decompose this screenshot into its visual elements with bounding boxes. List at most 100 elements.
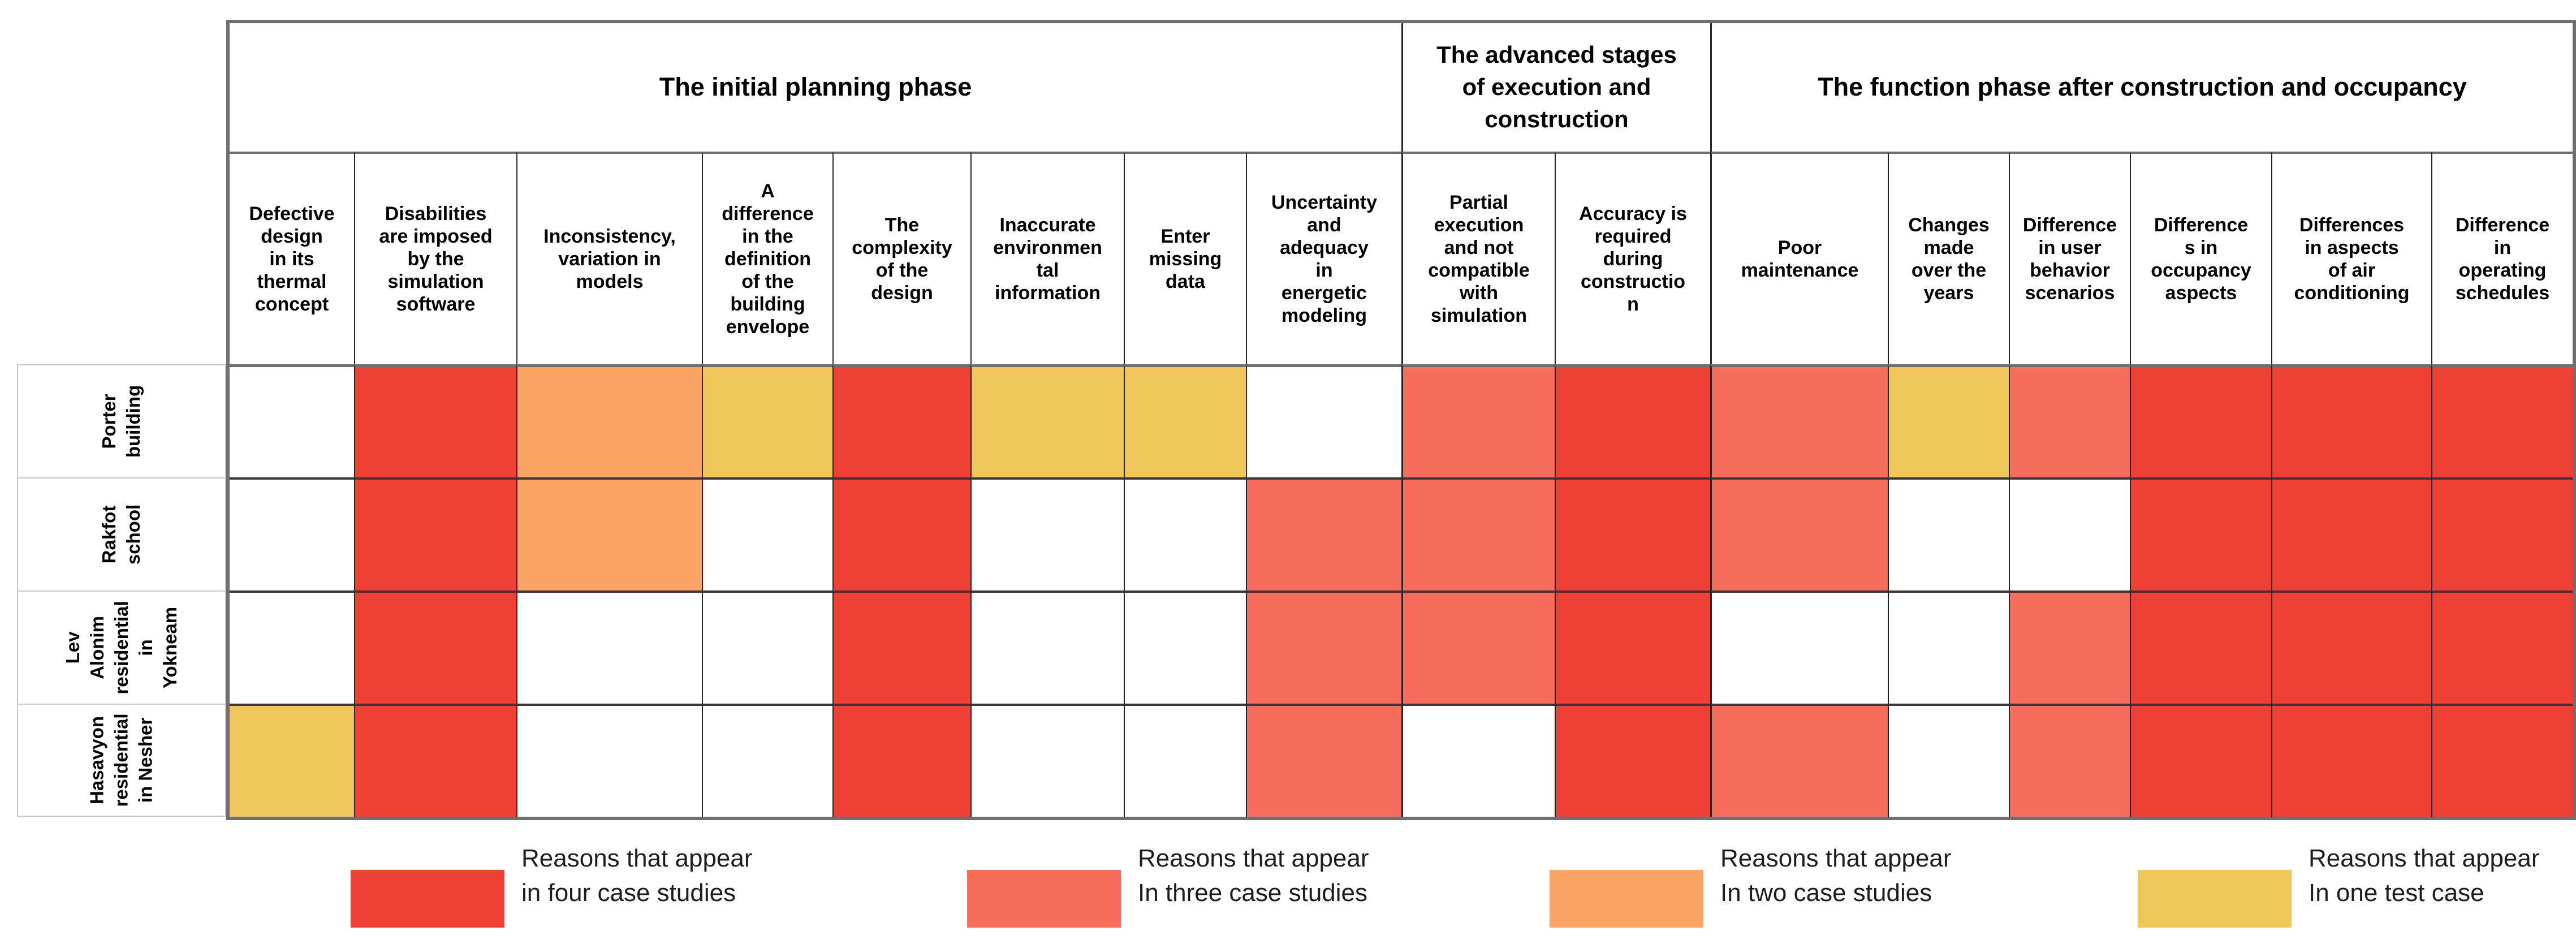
legend-swatch [1550,870,1703,928]
matrix-cell [1246,477,1401,590]
matrix-cell [970,477,1124,590]
column-header: Changes made over the years [1888,152,2009,364]
phase-header-function-occupancy: The function phase after construction an… [1710,23,2573,152]
legend-item: Reasons that appear In two case studies [1550,842,1952,928]
matrix-cell [1124,364,1246,477]
column-header: Difference s in occupancy aspects [2130,152,2271,364]
matrix-cell [832,590,970,704]
row-label: Rakfot school [98,504,144,565]
legend-swatch [967,870,1121,928]
matrix-cell [1401,590,1555,704]
matrix-cell [1401,704,1555,817]
row-label: Hasavyon residential in Nesher [86,713,156,807]
column-header: Disabilities are imposed by the simulati… [354,152,516,364]
matrix-cell [1710,364,1888,477]
matrix-cell [1888,364,2009,477]
matrix-cell [516,590,702,704]
row-label: Lev Alonim residential in Yokneam [62,601,180,695]
matrix-cell [2130,364,2271,477]
matrix-cell [1710,704,1888,817]
matrix-cell [970,364,1124,477]
matrix-cell [354,590,516,704]
matrix-cell [1401,364,1555,477]
legend-label: Reasons that appear In two case studies [1720,844,1952,907]
row-label-cell: Lev Alonim residential in Yokneam [17,590,226,704]
legend-item: Reasons that appear In one test case [2138,842,2540,928]
column-header: Enter missing data [1124,152,1246,364]
column-header: Accuracy is required during constructio … [1555,152,1710,364]
matrix-cell [1555,477,1710,590]
matrix-cell [2271,364,2431,477]
matrix-cell [1124,590,1246,704]
matrix-cell [1246,704,1401,817]
matrix-cell [702,704,832,817]
matrix-cell [970,704,1124,817]
matrix-cell [354,477,516,590]
matrix-cell [1888,704,2009,817]
matrix-cell [2271,704,2431,817]
matrix-cell [1710,590,1888,704]
matrix-cell [354,704,516,817]
matrix-table: The initial planning phase The advanced … [226,20,2576,820]
matrix-cell [2009,364,2130,477]
matrix-cell [1888,590,2009,704]
matrix-cell [2431,477,2573,590]
matrix-cell [2130,477,2271,590]
matrix-cell [1124,477,1246,590]
matrix-cell [230,704,354,817]
column-header: The complexity of the design [832,152,970,364]
row-label: Porter building [98,385,144,458]
row-label-cell: Rakfot school [17,477,226,590]
matrix-cell [1888,477,2009,590]
legend: Reasons that appear in four case studies… [0,842,2576,941]
matrix-cell [516,477,702,590]
matrix-cell [516,704,702,817]
column-header: Uncertainty and adequacy in energetic mo… [1246,152,1401,364]
matrix-cell [2130,704,2271,817]
legend-item: Reasons that appear in four case studies [351,842,753,928]
matrix-cell [2271,477,2431,590]
matrix-cell [2431,364,2573,477]
matrix-cell [1555,590,1710,704]
matrix-cell [2009,704,2130,817]
column-header: Inaccurate environmen tal information [970,152,1124,364]
matrix-cell [702,590,832,704]
matrix-cell [2271,590,2431,704]
column-header: Poor maintenance [1710,152,1888,364]
matrix-cell [2431,590,2573,704]
column-header: Difference in operating schedules [2431,152,2573,364]
matrix-cell [1710,477,1888,590]
matrix-cell [1246,364,1401,477]
row-label-cell: Hasavyon residential in Nesher [17,704,226,817]
matrix-cell [1555,364,1710,477]
column-header: Partial execution and not compatible wit… [1401,152,1555,364]
matrix-cell [702,477,832,590]
matrix-cell [832,477,970,590]
column-header: Difference in user behavior scenarios [2009,152,2130,364]
matrix-cell [230,364,354,477]
matrix-cell [354,364,516,477]
legend-item: Reasons that appear In three case studie… [967,842,1369,928]
row-labels-column: Porter building Rakfot school Lev Alonim r… [17,364,226,817]
matrix-cell [2431,704,2573,817]
column-header: Differences in aspects of air conditioni… [2271,152,2431,364]
legend-label: Reasons that appear In three case studie… [1138,844,1369,907]
matrix-cell [2009,477,2130,590]
matrix-cell [2009,590,2130,704]
legend-label: Reasons that appear in four case studies [521,844,753,907]
matrix-cell [970,590,1124,704]
matrix-cell [832,704,970,817]
legend-label: Reasons that appear In one test case [2309,844,2540,907]
legend-swatch [351,870,504,928]
matrix-cell [2130,590,2271,704]
matrix-cell [1401,477,1555,590]
phase-header-initial-planning: The initial planning phase [659,72,972,102]
phase-header-execution-construction: The advanced stages of execution and con… [1401,23,1710,152]
column-header: Defective design in its thermal concept [230,152,354,364]
column-header: A difference in the definition of the bu… [702,152,832,364]
matrix-cell [1124,704,1246,817]
matrix-cell [832,364,970,477]
matrix-cell [230,477,354,590]
matrix-cell [230,590,354,704]
